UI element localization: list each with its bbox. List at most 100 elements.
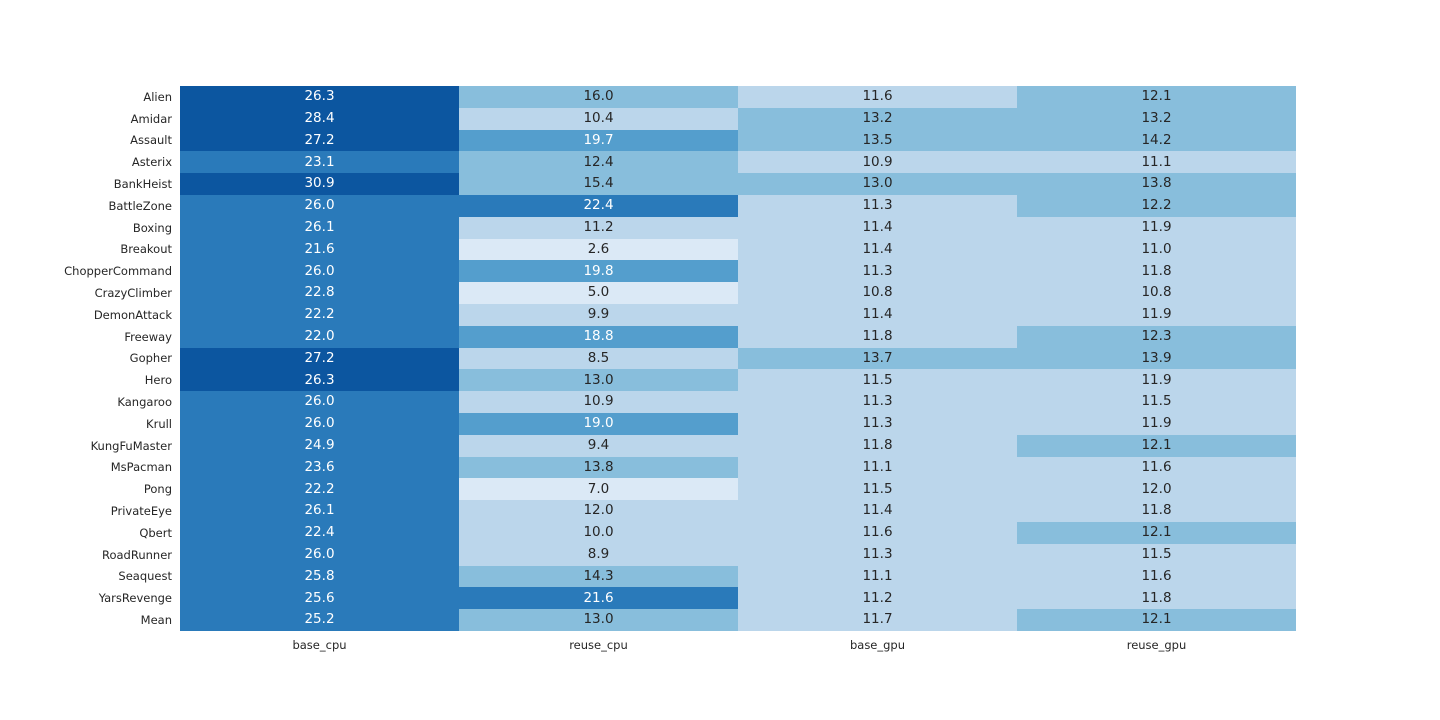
heatmap-cell-value: 19.8 — [583, 262, 614, 279]
heatmap-cell-value: 26.0 — [304, 545, 335, 562]
heatmap-cell: 11.7 — [738, 609, 1017, 631]
heatmap-cell-value: 13.8 — [583, 458, 614, 475]
heatmap-cell: 7.0 — [459, 478, 738, 501]
heatmap-cell: 25.6 — [180, 587, 459, 610]
heatmap-cell: 11.6 — [1017, 456, 1296, 479]
heatmap-cell: 11.5 — [1017, 391, 1296, 413]
heatmap-cell: 26.3 — [180, 86, 459, 108]
heatmap-cell-value: 11.6 — [862, 88, 893, 105]
heatmap-cell: 11.4 — [738, 238, 1017, 261]
heatmap-row-labels: Alien Amidar Assault Asterix BankHeist Battle… — [0, 86, 172, 631]
heatmap-cell: 11.9 — [1017, 216, 1296, 239]
row-label: DemonAttack — [93, 307, 172, 322]
heatmap-cell-value: 8.5 — [587, 349, 610, 366]
heatmap-cell-value: 25.6 — [304, 589, 335, 606]
row-label: Mean — [140, 613, 172, 628]
column-label: base_cpu — [292, 638, 347, 652]
heatmap-cell: 26.3 — [180, 369, 459, 392]
heatmap-cell: 14.3 — [459, 565, 738, 588]
heatmap-cell-value: 13.2 — [1141, 109, 1172, 126]
heatmap-cell: 19.8 — [459, 260, 738, 283]
heatmap-cell: 12.1 — [1017, 434, 1296, 457]
heatmap-cell-value: 11.9 — [1141, 415, 1172, 432]
heatmap-cell-value: 22.2 — [304, 306, 335, 323]
heatmap-cell: 23.1 — [180, 151, 459, 174]
heatmap-cell: 11.5 — [1017, 543, 1296, 566]
heatmap-cell: 13.7 — [738, 347, 1017, 370]
heatmap-cell: 11.8 — [1017, 260, 1296, 283]
heatmap-cell-value: 11.9 — [1141, 371, 1172, 388]
heatmap-cell-value: 28.4 — [304, 109, 335, 126]
heatmap-cell: 11.3 — [738, 412, 1017, 435]
heatmap-cell-value: 13.0 — [583, 371, 614, 388]
heatmap-cell: 13.2 — [1017, 107, 1296, 130]
heatmap-cell-value: 11.1 — [862, 567, 893, 584]
heatmap-grid: 26.3 16.0 11.6 12.1 28.4 10.4 13.2 13.2 27.2 19.7… — [180, 86, 1296, 631]
heatmap-cell-value: 11.1 — [1141, 153, 1172, 170]
heatmap-cell-value: 11.2 — [862, 589, 893, 606]
heatmap-cell: 10.0 — [459, 521, 738, 544]
heatmap-cell-value: 14.2 — [1141, 131, 1172, 148]
heatmap-cell-value: 12.1 — [1141, 524, 1172, 541]
heatmap-cell: 11.5 — [738, 369, 1017, 392]
heatmap-cell: 14.2 — [1017, 129, 1296, 152]
heatmap-cell: 11.4 — [738, 303, 1017, 326]
heatmap-cell-value: 13.7 — [862, 349, 893, 366]
heatmap-cell: 10.9 — [738, 151, 1017, 174]
heatmap-cell-value: 11.7 — [862, 611, 893, 628]
heatmap-cell-value: 16.0 — [583, 88, 614, 105]
heatmap-cell-value: 11.3 — [862, 262, 893, 279]
row-label: BattleZone — [108, 198, 172, 213]
heatmap-cell: 12.1 — [1017, 86, 1296, 108]
heatmap-cell-value: 13.0 — [583, 611, 614, 628]
heatmap-cell-value: 11.6 — [1141, 567, 1172, 584]
heatmap-cell-value: 23.6 — [304, 458, 335, 475]
heatmap-cell: 13.0 — [738, 173, 1017, 195]
heatmap-cell: 21.6 — [180, 238, 459, 261]
heatmap-cell-value: 11.3 — [862, 197, 893, 214]
heatmap-cell: 10.8 — [738, 282, 1017, 304]
heatmap-cell-value: 11.8 — [862, 327, 893, 344]
row-label: Krull — [146, 416, 172, 431]
heatmap-cell-value: 2.6 — [587, 240, 610, 257]
heatmap-cell: 12.2 — [1017, 194, 1296, 217]
heatmap-cell-value: 12.3 — [1141, 327, 1172, 344]
row-label: Pong — [143, 482, 172, 497]
row-label: Breakout — [120, 242, 172, 257]
heatmap-cell: 11.8 — [738, 434, 1017, 457]
heatmap-cell: 11.6 — [1017, 565, 1296, 588]
heatmap-cell-value: 25.8 — [304, 567, 335, 584]
heatmap-cell: 22.2 — [180, 478, 459, 501]
heatmap-cell-value: 18.8 — [583, 327, 614, 344]
heatmap-cell: 26.0 — [180, 543, 459, 566]
heatmap-cell: 8.5 — [459, 347, 738, 370]
heatmap-cell-value: 12.0 — [583, 502, 614, 519]
heatmap-cell-value: 26.0 — [304, 415, 335, 432]
heatmap-cell: 10.4 — [459, 107, 738, 130]
heatmap-cell-value: 21.6 — [304, 240, 335, 257]
heatmap-cell: 5.0 — [459, 282, 738, 304]
heatmap-cell-value: 26.0 — [304, 197, 335, 214]
heatmap-cell-value: 11.4 — [862, 240, 893, 257]
row-label: Hero — [144, 373, 172, 388]
heatmap-cell-value: 23.1 — [304, 153, 335, 170]
heatmap-cell: 19.7 — [459, 129, 738, 152]
heatmap-cell-value: 26.3 — [304, 371, 335, 388]
row-label: CrazyClimber — [94, 286, 172, 301]
heatmap-cell-value: 11.1 — [862, 458, 893, 475]
heatmap-cell-value: 11.5 — [1141, 545, 1172, 562]
heatmap-cell-value: 22.2 — [304, 480, 335, 497]
heatmap-cell: 22.2 — [180, 303, 459, 326]
heatmap-cell: 25.8 — [180, 565, 459, 588]
heatmap-cell-value: 19.7 — [583, 131, 614, 148]
heatmap-cell: 11.1 — [1017, 151, 1296, 174]
heatmap-cell-value: 12.1 — [1141, 88, 1172, 105]
heatmap-cell-value: 10.4 — [583, 109, 614, 126]
heatmap-cell-value: 11.5 — [862, 480, 893, 497]
heatmap-cell-value: 11.3 — [862, 415, 893, 432]
row-label: KungFuMaster — [90, 438, 172, 453]
heatmap-cell-value: 11.9 — [1141, 218, 1172, 235]
heatmap-cell-value: 9.9 — [587, 306, 610, 323]
heatmap-cell: 11.3 — [738, 194, 1017, 217]
